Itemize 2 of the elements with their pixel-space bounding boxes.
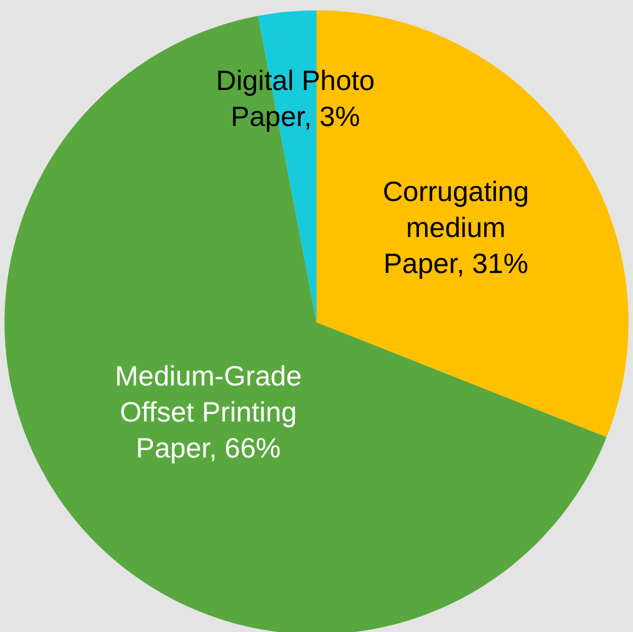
slice-label: Corrugating medium Paper, 31% xyxy=(382,176,530,280)
slice-label: Medium-Grade Offset Printing Paper, 66% xyxy=(114,360,302,464)
